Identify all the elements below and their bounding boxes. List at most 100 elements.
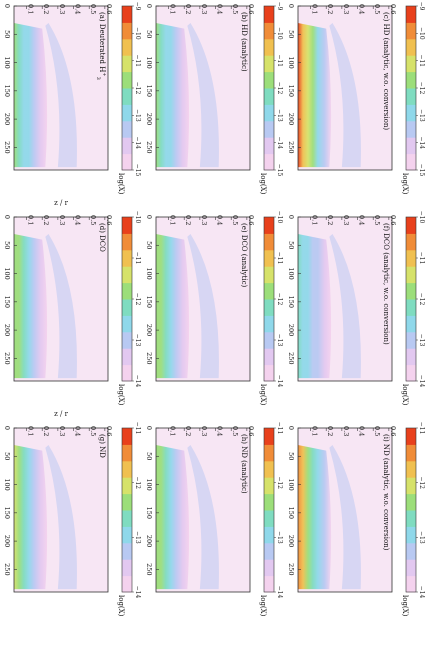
- r-tick-label: 200: [145, 535, 153, 547]
- r-tick-label: 150: [3, 85, 11, 97]
- r-tick-label: 50: [145, 452, 153, 460]
- z-tick-label: 0.6: [389, 4, 397, 14]
- abundance-region: [14, 444, 48, 590]
- colorbar: −14 −13 −12 −11 −10 log(X): [259, 211, 283, 406]
- surface-layer: [45, 444, 77, 590]
- z-tick-label: 0.4: [216, 426, 224, 436]
- colorbar-tick-label: −12: [418, 476, 425, 489]
- colorbar-segment: [406, 38, 416, 56]
- r-tick-label: 50: [145, 30, 153, 38]
- colorbar-tick-label: −15: [134, 164, 141, 177]
- colorbar-label: log(X): [401, 384, 409, 406]
- colorbar-segment: [264, 331, 274, 349]
- colorbar-tick-label: −15: [276, 164, 283, 177]
- r-tick-label: 250: [145, 352, 153, 364]
- colorbar-segment: [264, 120, 274, 138]
- colorbar-segment: [406, 6, 416, 23]
- colorbar-segment: [122, 348, 132, 366]
- r-tick-label: 150: [145, 296, 153, 308]
- colorbar-tick-label: −11: [276, 252, 283, 265]
- colorbar-segment: [406, 153, 416, 171]
- r-tick-label: 200: [3, 113, 11, 125]
- colorbar-segment: [122, 282, 132, 300]
- colorbar-tick-label: −10: [134, 27, 141, 40]
- r-tick-label: 50: [3, 30, 11, 38]
- colorbar-segment: [122, 428, 132, 445]
- r-tick-label: 250: [3, 352, 11, 364]
- colorbar-tick-label: −12: [134, 476, 141, 489]
- colorbar-frame: [405, 427, 417, 593]
- colorbar-segment: [264, 249, 274, 267]
- colorbar-segment: [264, 575, 274, 593]
- colorbar-tick-label: −13: [418, 531, 425, 544]
- r-tick-label: 50: [287, 30, 295, 38]
- colorbar-segment: [406, 217, 416, 234]
- z-tick-label: 0.3: [58, 215, 66, 225]
- colorbar-segment: [122, 460, 132, 478]
- z-tick-label: 0.2: [42, 426, 50, 436]
- colorbar-segment: [406, 364, 416, 382]
- z-tick-label: 0.1: [169, 4, 177, 14]
- colorbar-tick-label: −12: [418, 82, 425, 95]
- r-tick-label: 150: [3, 507, 11, 519]
- r-tick-label: 250: [287, 563, 295, 575]
- colorbar-tick-label: −14: [276, 136, 283, 149]
- colorbar-segment: [122, 477, 132, 495]
- colorbar-segment: [122, 542, 132, 560]
- z-tick-label: 0.4: [216, 4, 224, 14]
- r-tick-label: 250: [3, 563, 11, 575]
- z-tick-label: 0.1: [27, 215, 35, 225]
- surface-layer: [45, 233, 77, 379]
- r-tick-label: 0: [145, 426, 153, 430]
- z-tick-label: 0.4: [358, 4, 366, 14]
- panel-b: 0.1 0.2 0.3 0.4 0.5 0.6 0 50 100 150 200 250 (b) HD …: [145, 2, 283, 195]
- colorbar-segment: [122, 510, 132, 527]
- r-tick-label: 100: [145, 56, 153, 68]
- r-tick-label: 100: [287, 478, 295, 490]
- colorbar-tick-label: −10: [276, 211, 283, 224]
- colorbar-tick-label: −11: [276, 422, 283, 435]
- colorbar-segment: [264, 348, 274, 366]
- z-tick-label: 0.2: [42, 215, 50, 225]
- colorbar-label: log(X): [117, 595, 125, 617]
- colorbar-tick-label: −11: [134, 422, 141, 435]
- z-tick-label: 0.5: [373, 215, 381, 225]
- plot-frame: [297, 216, 393, 382]
- r-tick-label: 100: [145, 267, 153, 279]
- colorbar-segment: [122, 71, 132, 89]
- colorbar-segment: [264, 153, 274, 171]
- plot-frame: [297, 5, 393, 171]
- abundance-region: [156, 233, 190, 379]
- colorbar-segment: [264, 493, 274, 511]
- panel-d: 0.1 0.2 0.3 0.4 0.5 0.6 0 50 100 150 200 250 (d) DCO…: [3, 199, 141, 406]
- abundance-region: [14, 22, 48, 168]
- colorbar: −15 −14 −13 −12 −11 −10 −9 log(X): [117, 2, 141, 195]
- surface-layer: [329, 444, 361, 590]
- colorbar-label: log(X): [259, 173, 267, 195]
- z-tick-label: 0.3: [58, 4, 66, 14]
- colorbar-segment: [122, 331, 132, 349]
- colorbar-segment: [264, 88, 274, 105]
- z-tick-label: 0.1: [311, 426, 319, 436]
- colorbar: −14 −13 −12 −11 log(X): [259, 422, 283, 617]
- colorbar-segment: [264, 137, 274, 155]
- colorbar-segment: [406, 137, 416, 155]
- z-tick-label: 0.2: [184, 426, 192, 436]
- z-tick-label: 0.6: [389, 426, 397, 436]
- colorbar-segment: [264, 55, 274, 73]
- colorbar-segment: [122, 233, 132, 251]
- colorbar-segment: [122, 104, 132, 122]
- z-tick-label: 0.4: [358, 426, 366, 436]
- z-tick-label: 0.6: [105, 4, 113, 14]
- colorbar-tick-label: −12: [418, 293, 425, 306]
- z-tick-label: 0.2: [326, 426, 334, 436]
- r-tick-label: 250: [287, 141, 295, 153]
- colorbar-segment: [406, 55, 416, 73]
- plot-frame: [155, 427, 251, 593]
- panel-label: (d) DCO: [98, 223, 106, 252]
- colorbar-segment: [406, 542, 416, 560]
- colorbar-segment: [406, 510, 416, 527]
- r-tick-label: 0: [3, 426, 11, 430]
- z-tick-label: 0.4: [74, 426, 82, 436]
- z-tick-label: 0.2: [326, 4, 334, 14]
